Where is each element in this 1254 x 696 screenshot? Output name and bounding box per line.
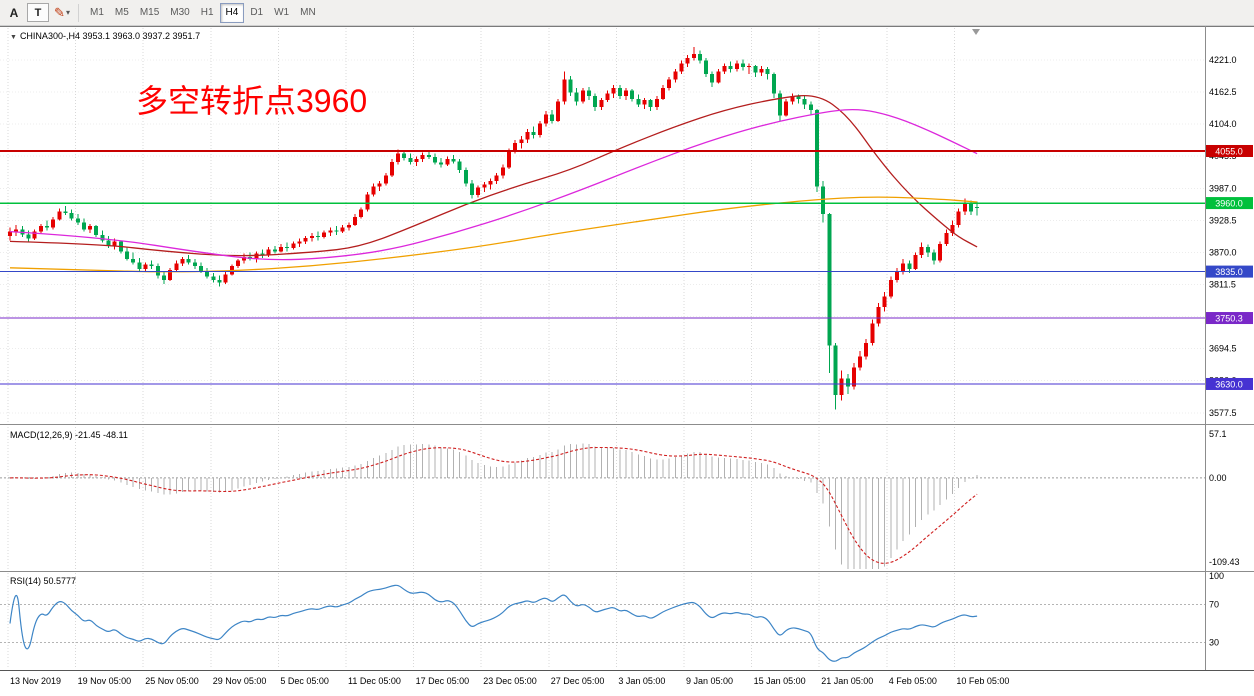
svg-text:3960.0: 3960.0 [1215,199,1243,209]
toolbar-timeframes-group: M1 M5 M15 M30 H1 H4 D1 W1 MN [85,2,321,23]
rsi-pane[interactable] [0,573,1205,669]
time-axis-label: 5 Dec 05:00 [280,676,329,686]
toolbar-tools-group: A T ✎ ▾ [4,3,72,23]
svg-text:3750.3: 3750.3 [1215,314,1243,324]
timeframe-button-m15[interactable]: M15 [139,7,160,18]
macd-pane[interactable] [0,427,1205,569]
time-axis-label: 25 Nov 05:00 [145,676,199,686]
macd-tick-label: -109.43 [1209,557,1240,567]
price-badge-3960.0: 3960.0 [1206,197,1253,210]
ma-mid-line [9,108,978,261]
svg-text:3835.0: 3835.0 [1215,267,1243,277]
price-badge-3630.0: 3630.0 [1206,377,1253,390]
symbol-ohlc-text: CHINA300-,H4 3953.1 3963.0 3937.2 3951.7 [19,31,201,41]
time-axis-label: 23 Dec 05:00 [483,676,537,686]
chevron-down-icon: ▾ [65,8,70,17]
macd-signal-line [9,446,978,564]
time-axis-label: 3 Jan 05:00 [618,676,665,686]
pencil-icon: ✎ [54,4,65,20]
time-axis-label: 15 Jan 05:00 [754,676,806,686]
timeframe-button-mn[interactable]: MN [300,7,316,18]
macd-histogram [15,443,978,569]
rsi-tick-label: 30 [1209,638,1219,648]
price-badge-3835.0: 3835.0 [1206,265,1253,278]
price-axis[interactable]: 4221.04162.54104.04045.53987.03928.53870… [1205,26,1254,670]
time-axis-label: 17 Dec 05:00 [416,676,470,686]
timeframe-button-h1[interactable]: H1 [200,7,214,18]
pointer-tool-button[interactable]: A [4,3,24,23]
time-axis-label: 29 Nov 05:00 [213,676,267,686]
time-axis-label: 27 Dec 05:00 [551,676,605,686]
text-tool-button-label: T [34,6,42,19]
macd-tick-label: 57.1 [1209,429,1227,439]
price-tick-label: 3577.5 [1209,408,1237,418]
price-tick-label: 4221.0 [1209,55,1237,65]
time-axis-label: 21 Jan 05:00 [821,676,873,686]
chart-canvas[interactable]: 4221.04162.54104.04045.53987.03928.53870… [0,26,1254,696]
svg-text:4055.0: 4055.0 [1215,146,1243,156]
time-axis-label: 11 Dec 05:00 [348,676,401,686]
price-tick-label: 3811.5 [1209,279,1236,289]
draw-tool-button[interactable]: ✎ ▾ [52,3,72,23]
timeframe-button-m1[interactable]: M1 [90,7,104,18]
rsi-indicator-label: RSI(14) 50.5777 [10,576,77,586]
time-axis-label: 10 Feb 05:00 [956,676,1009,686]
price-badge-3750.3: 3750.3 [1206,312,1253,325]
price-tick-label: 4104.0 [1209,119,1237,129]
toolbar: A T ✎ ▾ M1 M5 M15 M30 H1 H4 D1 W1 MN [0,0,1254,26]
timeframe-button-h4[interactable]: H4 [219,2,245,23]
macd-gridlines [7,427,955,569]
macd-tick-label: 0.00 [1209,473,1227,483]
rsi-tick-label: 100 [1209,571,1224,581]
timeframe-button-m5[interactable]: M5 [114,7,129,18]
timeframe-button-m30[interactable]: M30 [170,7,190,18]
chart-shift-marker-icon [972,29,980,35]
time-axis-label: 19 Nov 05:00 [78,676,132,686]
price-tick-label: 4162.5 [1209,87,1237,97]
time-axis-label: 4 Feb 05:00 [889,676,937,686]
ma-slow-line [9,196,978,273]
timeframe-button-w1[interactable]: W1 [274,7,290,18]
candles-layer [8,46,980,410]
time-axis-label: 13 Nov 2019 [10,676,61,686]
timeframe-button-d1[interactable]: D1 [250,7,264,18]
price-tick-label: 3928.5 [1209,215,1237,225]
svg-text:3630.0: 3630.0 [1215,379,1243,389]
rsi-tick-label: 70 [1209,600,1219,610]
pointer-tool-button-label: A [9,5,19,20]
chart-annotation: 多空转折点3960 [136,83,368,119]
price-tick-label: 3987.0 [1209,183,1237,193]
ma-fast-line [9,95,978,257]
price-tick-label: 3694.5 [1209,344,1237,354]
main-chart-pane[interactable] [0,28,1205,423]
rsi-gridlines [7,573,955,669]
macd-indicator-label: MACD(12,26,9) -21.45 -48.11 [10,430,128,440]
price-tick-label: 3870.0 [1209,247,1237,257]
text-tool-button[interactable]: T [27,3,49,22]
symbol-dropdown-icon[interactable]: ▼ [10,34,17,41]
symbol-ohlc-label: ▼ CHINA300-,H4 3953.1 3963.0 3937.2 3951.… [10,31,200,41]
toolbar-separator [78,3,79,22]
rsi-line [9,584,978,662]
price-badge-4055.0: 4055.0 [1206,144,1253,157]
time-axis[interactable]: 13 Nov 2019 19 Nov 05:00 25 Nov 05:00 29 No… [0,670,1254,687]
time-axis-label: 9 Jan 05:00 [686,676,733,686]
